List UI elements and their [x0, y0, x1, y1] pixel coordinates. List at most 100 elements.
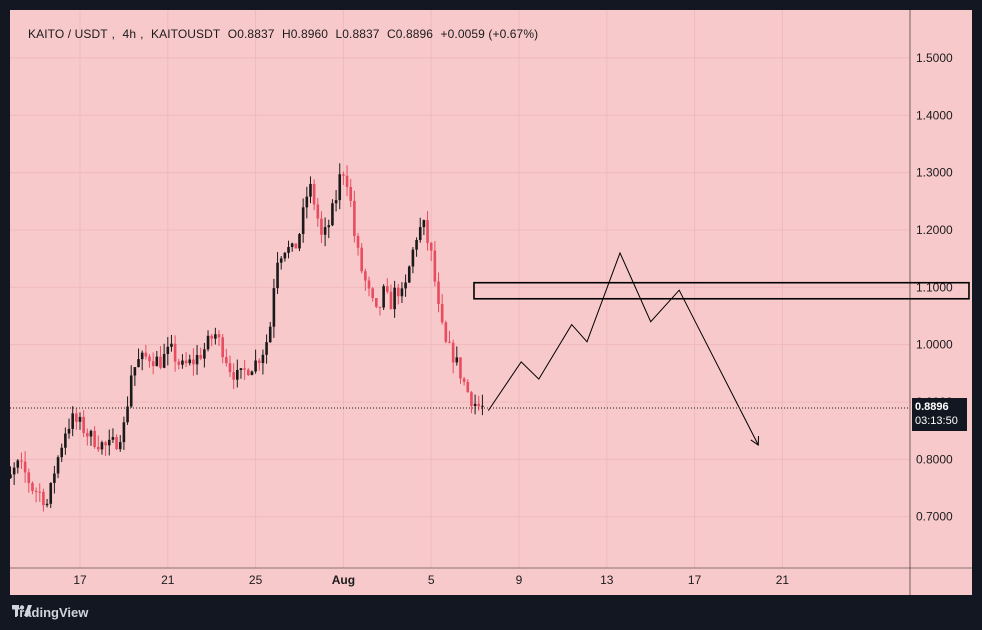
candle-body [415, 239, 418, 250]
symbol-name[interactable]: KAITO / USDT [28, 27, 108, 41]
candle-body [437, 281, 440, 304]
candle-body [115, 437, 118, 450]
candle-body [104, 442, 107, 446]
candle-body [334, 200, 338, 204]
candle-body [192, 359, 195, 365]
y-tick-label: 1.5000 [916, 51, 953, 65]
candle-body [327, 225, 331, 228]
candle-body [429, 243, 433, 251]
candle-body [133, 367, 137, 376]
candle-body [173, 343, 177, 362]
candle-body [107, 439, 111, 446]
candle-body [451, 342, 455, 363]
candle-body [49, 482, 53, 504]
candle-body [12, 467, 16, 475]
candle-body [389, 291, 393, 310]
x-tick-label: 21 [776, 573, 790, 587]
candle-body [400, 288, 404, 297]
candle-body [236, 370, 239, 380]
candle-body [470, 392, 473, 407]
candle-body [170, 343, 173, 347]
candle-body [287, 247, 290, 253]
candle-body [481, 405, 484, 407]
candle-body [155, 356, 159, 367]
candle-body [393, 287, 396, 310]
candle-body [148, 356, 151, 362]
candle-body [411, 249, 415, 267]
y-tick-label: 0.7000 [916, 510, 953, 524]
drawings[interactable] [473, 251, 970, 446]
candle-body [64, 433, 67, 448]
candle-body [455, 357, 459, 363]
candle-body [118, 442, 122, 450]
candles [10, 163, 484, 512]
candle-body [27, 472, 31, 484]
candle-body [217, 334, 221, 338]
candle-body [331, 203, 334, 226]
candle-body [320, 218, 323, 235]
candle-body [309, 183, 312, 197]
candle-body [38, 491, 42, 493]
candle-body [31, 483, 34, 491]
candle-body [89, 430, 93, 437]
resistance-rectangle[interactable] [473, 281, 970, 300]
price-change: +0.0059 (+0.67%) [440, 27, 539, 41]
candle-body [53, 473, 56, 483]
candle-body [407, 266, 411, 283]
candle-body [386, 286, 389, 292]
candle-body [466, 381, 470, 393]
candle-body [378, 306, 382, 308]
candle-body [60, 447, 64, 458]
candle-body [440, 303, 444, 323]
candle-body [298, 233, 301, 249]
candle-body [16, 460, 20, 468]
candle-body [312, 183, 316, 205]
candle-body [349, 187, 353, 201]
candle-body [272, 288, 276, 327]
interval-label[interactable]: 4h [122, 27, 137, 41]
candle-body [10, 474, 12, 479]
candle-body [261, 354, 265, 364]
candle-body [382, 286, 385, 308]
candle-body [71, 413, 74, 429]
brand-name: TradingView [12, 605, 89, 620]
candle-body [122, 422, 126, 443]
candle-body [162, 354, 166, 368]
candle-body [225, 357, 228, 364]
footer: TradingView [0, 596, 982, 630]
chart-area[interactable]: 172125Aug591317210.70000.80000.90001.000… [10, 10, 972, 595]
candle-body [367, 280, 371, 289]
candle-body [140, 352, 144, 360]
candle-body [195, 354, 199, 365]
candle-body [96, 447, 100, 450]
candle-body [93, 430, 96, 448]
projection-arrowhead [750, 436, 760, 446]
candle-body [316, 204, 320, 219]
candlestick-chart[interactable]: 172125Aug591317210.70000.80000.90001.000… [10, 10, 972, 595]
candle-body [294, 243, 298, 249]
candle-body [34, 490, 38, 492]
grid-lines [10, 10, 910, 568]
tradingview-icon [12, 605, 32, 616]
ticker-label: KAITOUSDT [150, 27, 221, 41]
candle-body [221, 337, 224, 358]
candle-body [199, 354, 203, 359]
candle-body [444, 322, 448, 342]
candle-body [151, 361, 155, 367]
candle-body [239, 368, 243, 371]
x-tick-label: 5 [428, 573, 435, 587]
candle-body [268, 326, 272, 343]
candle-body [56, 457, 60, 474]
projection-path[interactable] [487, 251, 759, 446]
candle-body [422, 220, 426, 228]
tradingview-logo[interactable]: TradingView [12, 605, 88, 620]
candle-body [210, 335, 213, 339]
candle-body [462, 378, 466, 382]
candle-body [290, 243, 294, 248]
x-tick-label: 21 [161, 573, 175, 587]
ohlc-high: H0.8960 [281, 27, 329, 41]
candle-body [473, 403, 477, 407]
candle-body [459, 357, 462, 379]
candle-body [159, 356, 162, 368]
candle-body [477, 403, 481, 407]
